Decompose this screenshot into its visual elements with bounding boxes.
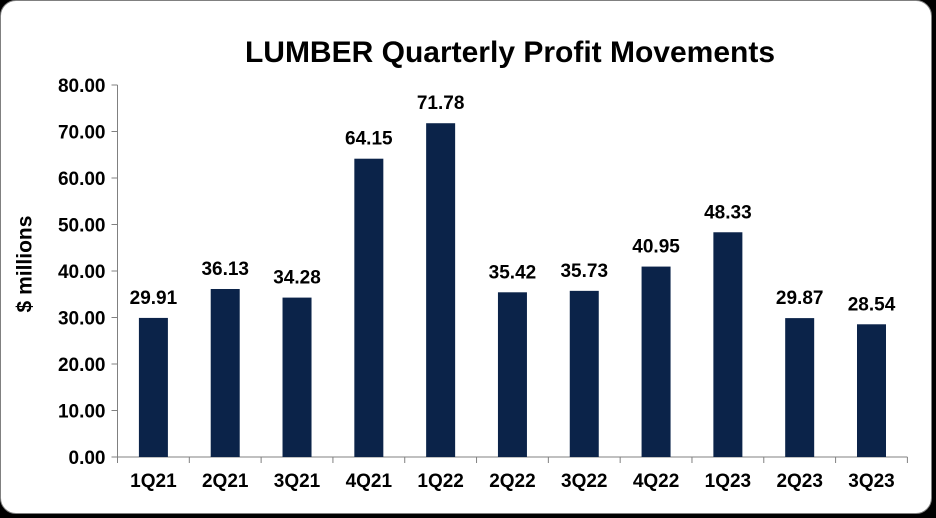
svg-text:48.33: 48.33 — [704, 202, 752, 223]
svg-text:1Q21: 1Q21 — [130, 471, 177, 492]
svg-text:30.00: 30.00 — [58, 309, 106, 330]
svg-text:34.28: 34.28 — [273, 268, 321, 289]
svg-text:36.13: 36.13 — [201, 259, 249, 280]
svg-text:3Q21: 3Q21 — [274, 471, 321, 492]
svg-text:70.00: 70.00 — [58, 123, 106, 144]
svg-text:4Q22: 4Q22 — [633, 471, 679, 492]
svg-text:50.00: 50.00 — [58, 216, 106, 237]
svg-text:0.00: 0.00 — [69, 448, 106, 469]
svg-text:35.42: 35.42 — [489, 262, 537, 283]
svg-text:3Q23: 3Q23 — [848, 471, 894, 492]
svg-text:40.00: 40.00 — [58, 262, 106, 283]
svg-text:4Q21: 4Q21 — [346, 471, 393, 492]
svg-text:80.00: 80.00 — [58, 76, 106, 97]
svg-text:29.91: 29.91 — [130, 288, 178, 309]
svg-text:1Q23: 1Q23 — [705, 471, 751, 492]
svg-text:2Q21: 2Q21 — [202, 471, 249, 492]
svg-text:2Q22: 2Q22 — [489, 471, 535, 492]
svg-text:40.95: 40.95 — [632, 237, 680, 258]
svg-text:35.73: 35.73 — [560, 261, 608, 282]
svg-text:10.00: 10.00 — [58, 402, 106, 423]
svg-text:20.00: 20.00 — [58, 355, 106, 376]
svg-text:29.87: 29.87 — [776, 288, 824, 309]
svg-text:3Q22: 3Q22 — [561, 471, 607, 492]
svg-text:28.54: 28.54 — [848, 294, 896, 315]
svg-text:1Q22: 1Q22 — [417, 471, 463, 492]
svg-text:71.78: 71.78 — [417, 93, 465, 114]
svg-text:60.00: 60.00 — [58, 169, 106, 190]
svg-text:2Q23: 2Q23 — [776, 471, 822, 492]
svg-text:64.15: 64.15 — [345, 129, 393, 150]
